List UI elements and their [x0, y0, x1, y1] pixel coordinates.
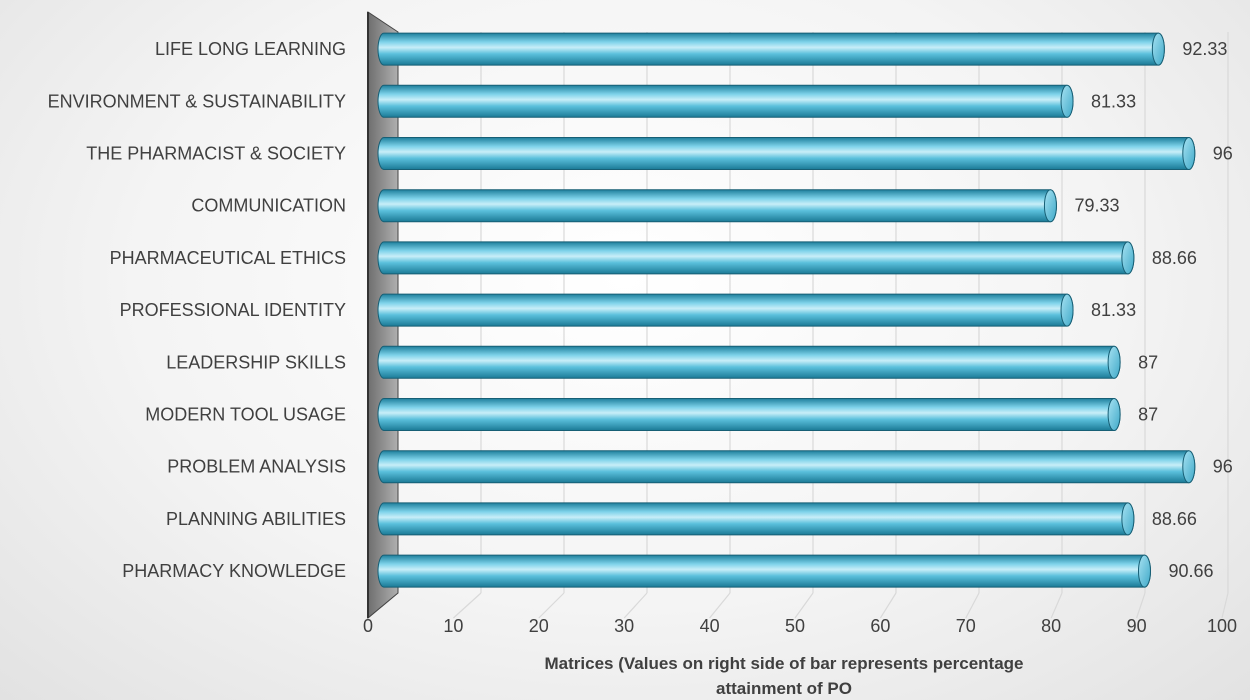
bar-body	[377, 137, 1196, 170]
bar	[377, 345, 1121, 379]
value-label: 81.33	[1091, 91, 1136, 111]
x-tick-label: 60	[870, 616, 890, 636]
bars	[377, 32, 1196, 588]
value-labels: 90.66 88.66 96 87 87 81.33 88.66 79.33 96 81.33 92…	[1074, 39, 1232, 581]
category-label: ENVIRONMENT & SUSTAINABILITY	[48, 91, 346, 111]
x-tick-label: 40	[700, 616, 720, 636]
bar	[377, 398, 1121, 431]
category-label: MODERN TOOL USAGE	[145, 405, 346, 425]
bar-cap	[1121, 241, 1135, 275]
value-label: 87	[1138, 405, 1158, 425]
value-label: 79.33	[1074, 196, 1119, 216]
bar-body	[377, 450, 1196, 484]
bar-body	[377, 84, 1074, 118]
category-label: COMMUNICATION	[191, 196, 346, 216]
floor-gridline	[538, 592, 565, 619]
floor-gridline	[452, 592, 482, 619]
category-label: THE PHARMACIST & SOCIETY	[86, 144, 346, 164]
bar-cap	[1060, 84, 1074, 118]
bar	[377, 32, 1165, 66]
x-tick-label: 90	[1127, 616, 1147, 636]
x-axis-title-line-2: attainment of PO	[716, 679, 852, 698]
bar-cap	[1043, 189, 1057, 223]
bar-body	[377, 32, 1165, 66]
category-labels: PHARMACY KNOWLEDGE PLANNING ABILITIES PROB…	[48, 39, 346, 581]
category-label: PROFESSIONAL IDENTITY	[120, 300, 346, 320]
value-label: 81.33	[1091, 300, 1136, 320]
bar-cap	[1107, 345, 1121, 379]
x-tick-label: 20	[529, 616, 549, 636]
bar-body	[377, 189, 1057, 223]
value-label: 96	[1213, 144, 1233, 164]
category-label: PROBLEM ANALYSIS	[167, 457, 346, 477]
x-tick-label: 10	[443, 616, 463, 636]
bar-cap	[1151, 32, 1165, 66]
bar-body	[377, 502, 1135, 536]
value-label: 88.66	[1152, 509, 1197, 529]
value-label: 96	[1213, 457, 1233, 477]
category-label: PLANNING ABILITIES	[166, 509, 346, 529]
floor-gridline	[965, 592, 980, 619]
bar-body	[377, 241, 1135, 275]
floor-gridline	[1221, 592, 1229, 619]
floor-gridline	[1136, 592, 1146, 619]
value-label: 90.66	[1168, 561, 1213, 581]
bar-cap	[1182, 137, 1196, 170]
bar	[377, 502, 1135, 536]
x-tick-label: 100	[1207, 616, 1237, 636]
bar	[377, 293, 1074, 327]
bar-body	[377, 293, 1074, 327]
x-tick-label: 70	[956, 616, 976, 636]
bar-body	[377, 554, 1151, 588]
x-tick-label: 80	[1041, 616, 1061, 636]
bar	[377, 84, 1074, 118]
bar-cap	[1137, 554, 1151, 588]
x-axis-title-line-1: Matrices (Values on right side of bar re…	[545, 654, 1024, 673]
value-label: 88.66	[1152, 248, 1197, 268]
category-label: PHARMACEUTICAL ETHICS	[110, 248, 346, 268]
floor-gridline	[1050, 592, 1063, 619]
x-tick-label: 30	[614, 616, 634, 636]
floor-gridline	[623, 592, 648, 619]
floor-gridline	[709, 592, 731, 619]
bar-cap	[1107, 398, 1121, 431]
bar-cap	[1121, 502, 1135, 536]
category-label: PHARMACY KNOWLEDGE	[122, 561, 346, 581]
category-label: LEADERSHIP SKILLS	[166, 352, 346, 372]
bar	[377, 137, 1196, 170]
x-tick-label: 50	[785, 616, 805, 636]
x-tick-labels: 0 10 20 30 40 50 60 70 80 90 100	[363, 616, 1237, 636]
bar-body	[377, 398, 1121, 431]
bar-cap	[1182, 450, 1196, 484]
bar	[377, 554, 1151, 588]
bar	[377, 450, 1196, 484]
x-tick-label: 0	[363, 616, 373, 636]
bar-body	[377, 345, 1121, 379]
bar	[377, 241, 1135, 275]
value-label: 92.33	[1182, 39, 1227, 59]
floor-gridline	[794, 592, 814, 619]
value-label: 87	[1138, 352, 1158, 372]
bar	[377, 189, 1057, 223]
bar-cap	[1060, 293, 1074, 327]
category-label: LIFE LONG LEARNING	[155, 39, 346, 59]
floor-gridline	[879, 592, 897, 619]
